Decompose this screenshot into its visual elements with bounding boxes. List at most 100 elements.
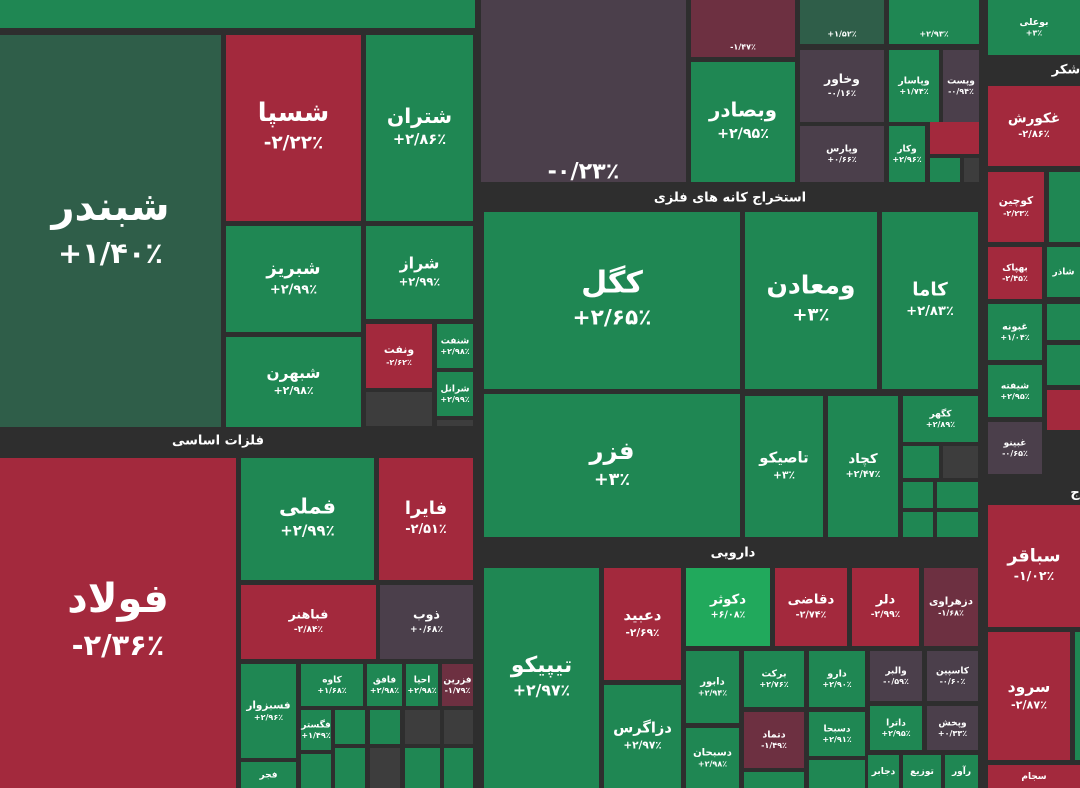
tile <box>367 664 402 706</box>
ticker-name: شسپا <box>258 98 329 128</box>
tile <box>241 664 296 758</box>
tile <box>241 585 376 659</box>
tile-filler <box>964 158 979 182</box>
ticker-name: برکت <box>761 668 786 679</box>
tile <box>988 247 1042 299</box>
tile <box>481 0 686 182</box>
change-percent: +۲/۹۸٪ <box>370 686 399 695</box>
ticker-name: غبینو <box>1003 439 1027 449</box>
tile <box>988 0 1080 55</box>
ticker-name: شرانل <box>441 385 470 395</box>
tile <box>988 422 1042 474</box>
ticker-name: وپست <box>947 77 975 87</box>
ticker-name: شبهرن <box>267 364 321 382</box>
ticker-name: دسبحان <box>693 747 732 758</box>
change-percent: -۱/۴۷٪ <box>730 43 756 52</box>
tile <box>870 651 922 701</box>
tile <box>744 712 804 768</box>
tile-filler <box>335 748 365 788</box>
tile <box>988 632 1070 760</box>
change-percent: +۲/۹۵٪ <box>881 729 910 738</box>
tile <box>691 0 795 57</box>
change-percent: +۳٪ <box>773 468 795 481</box>
sector-title: استخراج کانه های فلزی <box>654 191 806 206</box>
tile <box>988 172 1044 242</box>
change-percent: +۲/۹۸٪ <box>273 384 313 397</box>
tile-filler <box>903 446 939 478</box>
tile <box>945 755 978 788</box>
ticker-name: فولاد <box>67 576 169 622</box>
ticker-name: شبندر <box>49 184 169 230</box>
sector-title: شکر <box>1051 63 1080 78</box>
change-percent: +۱/۴۹٪ <box>301 731 330 740</box>
tile-filler <box>930 158 960 182</box>
change-percent: +۲/۹۸٪ <box>440 347 469 356</box>
tile <box>0 35 221 427</box>
change-percent: +۰/۳۳٪ <box>938 729 967 738</box>
ticker-name: کگل <box>581 264 643 300</box>
ticker-name: کوچین <box>999 194 1034 207</box>
tile <box>800 0 884 44</box>
tile <box>828 396 898 537</box>
change-percent: -۲/۵۱٪ <box>405 522 446 537</box>
ticker-name: غکورش <box>1008 111 1060 127</box>
change-percent: +۲/۹۸٪ <box>407 686 436 695</box>
ticker-name: والبر <box>884 667 906 677</box>
change-percent: -۲/۸۴٪ <box>294 625 323 635</box>
ticker-name: دتماد <box>762 729 785 740</box>
tile <box>226 337 361 427</box>
change-percent: -۲/۲۳٪ <box>1003 209 1029 218</box>
change-percent: -۱/۰۲٪ <box>1014 568 1055 583</box>
ticker-name: کچاد <box>848 452 877 467</box>
change-percent: -۰/۶۵٪ <box>1002 449 1028 458</box>
sector-title: فلزات اساسی <box>172 434 264 449</box>
tile <box>868 755 899 788</box>
sector-title: دارویی <box>711 546 756 561</box>
tile <box>226 226 361 332</box>
change-percent: -۲/۷۴٪ <box>796 609 827 620</box>
change-percent: -۲/۳۶٪ <box>72 628 165 662</box>
ticker-name: سباقر <box>1006 546 1060 566</box>
tile <box>366 324 432 388</box>
change-percent: -۰/۲۳٪ <box>548 159 620 185</box>
change-percent: +۲/۸۹٪ <box>926 420 955 429</box>
change-percent: +۲/۹۳٪ <box>919 30 948 39</box>
change-percent: +۲/۹۱٪ <box>822 735 851 744</box>
tile <box>775 568 847 646</box>
tile <box>800 126 884 182</box>
change-percent: -۲/۶۹٪ <box>626 627 660 639</box>
change-percent: +۲/۹۹٪ <box>270 282 317 297</box>
change-percent: +۶/۰۸٪ <box>711 609 746 620</box>
ticker-name: فملی <box>279 495 336 519</box>
change-percent: +۲/۹۵٪ <box>717 126 769 142</box>
tile-filler <box>370 748 400 788</box>
tile-filler <box>1047 390 1080 430</box>
ticker-name: غبونه <box>1002 321 1028 332</box>
ticker-name: ذوب <box>413 607 440 622</box>
tile <box>437 324 473 368</box>
tile-filler <box>937 482 978 508</box>
ticker-name: کاسپین <box>936 667 970 677</box>
tile <box>686 568 770 646</box>
tile <box>745 212 877 389</box>
tile <box>686 728 739 788</box>
tile <box>745 396 823 537</box>
tile <box>943 50 979 122</box>
ticker-name: احیا <box>414 676 431 686</box>
tile <box>988 765 1080 788</box>
tile <box>406 664 438 706</box>
ticker-name: تیپیکو <box>510 653 572 678</box>
ticker-name: داترا <box>886 719 906 729</box>
change-percent: +۰/۶۶٪ <box>827 155 856 164</box>
tile <box>988 86 1080 166</box>
ticker-name: وکار <box>896 145 916 155</box>
ticker-name: فافق <box>373 676 396 686</box>
ticker-name: وپارس <box>826 143 858 154</box>
tile <box>903 396 978 442</box>
ticker-name: شراز <box>399 253 440 272</box>
tile-filler <box>1049 172 1080 242</box>
ticker-name: سجام <box>1021 772 1046 782</box>
ticker-name: شیفته <box>1001 382 1029 392</box>
tile <box>988 304 1042 360</box>
